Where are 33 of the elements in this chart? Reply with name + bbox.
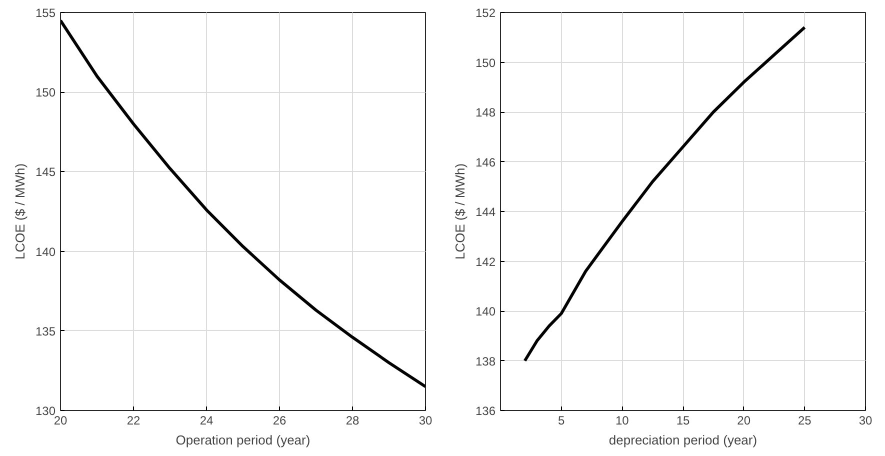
x-axis-title: Operation period (year) xyxy=(176,432,310,448)
y-tick-label: 150 xyxy=(35,86,56,100)
y-axis-title: LCOE ($ / MWh) xyxy=(12,163,28,260)
y-tick-label: 140 xyxy=(35,244,56,259)
y-tick-label: 140 xyxy=(475,304,496,318)
x-tick-label: 5 xyxy=(558,414,565,428)
y-tick-label: 138 xyxy=(475,354,496,368)
x-tick-label: 20 xyxy=(54,414,68,428)
y-tick-label: 152 xyxy=(475,6,496,20)
y-tick-label: 146 xyxy=(475,155,496,170)
x-tick-label: 30 xyxy=(418,414,432,428)
x-tick-label: 25 xyxy=(798,414,812,428)
y-tick-label: 136 xyxy=(475,404,496,418)
y-tick-label: 142 xyxy=(475,254,496,269)
x-tick-label: 22 xyxy=(126,414,140,428)
y-tick-label: 155 xyxy=(35,6,56,20)
y-tick-label: 150 xyxy=(475,56,496,70)
y-tick-label: 130 xyxy=(35,404,56,418)
line-series xyxy=(60,18,426,388)
y-tick-label: 135 xyxy=(35,324,56,338)
y-tick-label: 148 xyxy=(475,106,496,120)
x-tick-label: 26 xyxy=(272,414,286,428)
x-tick-label: 20 xyxy=(737,414,751,428)
x-tick-label: 30 xyxy=(858,414,872,428)
y-tick-label: 145 xyxy=(35,165,56,180)
x-axis-title: depreciation period (year) xyxy=(608,432,758,448)
y-tick-label: 144 xyxy=(475,205,496,219)
line-series xyxy=(523,26,806,362)
y-axis-title: LCOE ($ / MWh) xyxy=(452,163,468,260)
x-tick-label: 10 xyxy=(615,414,630,428)
x-tick-label: 28 xyxy=(346,414,360,428)
x-tick-label: 15 xyxy=(676,414,690,428)
x-tick-label: 24 xyxy=(200,414,214,428)
